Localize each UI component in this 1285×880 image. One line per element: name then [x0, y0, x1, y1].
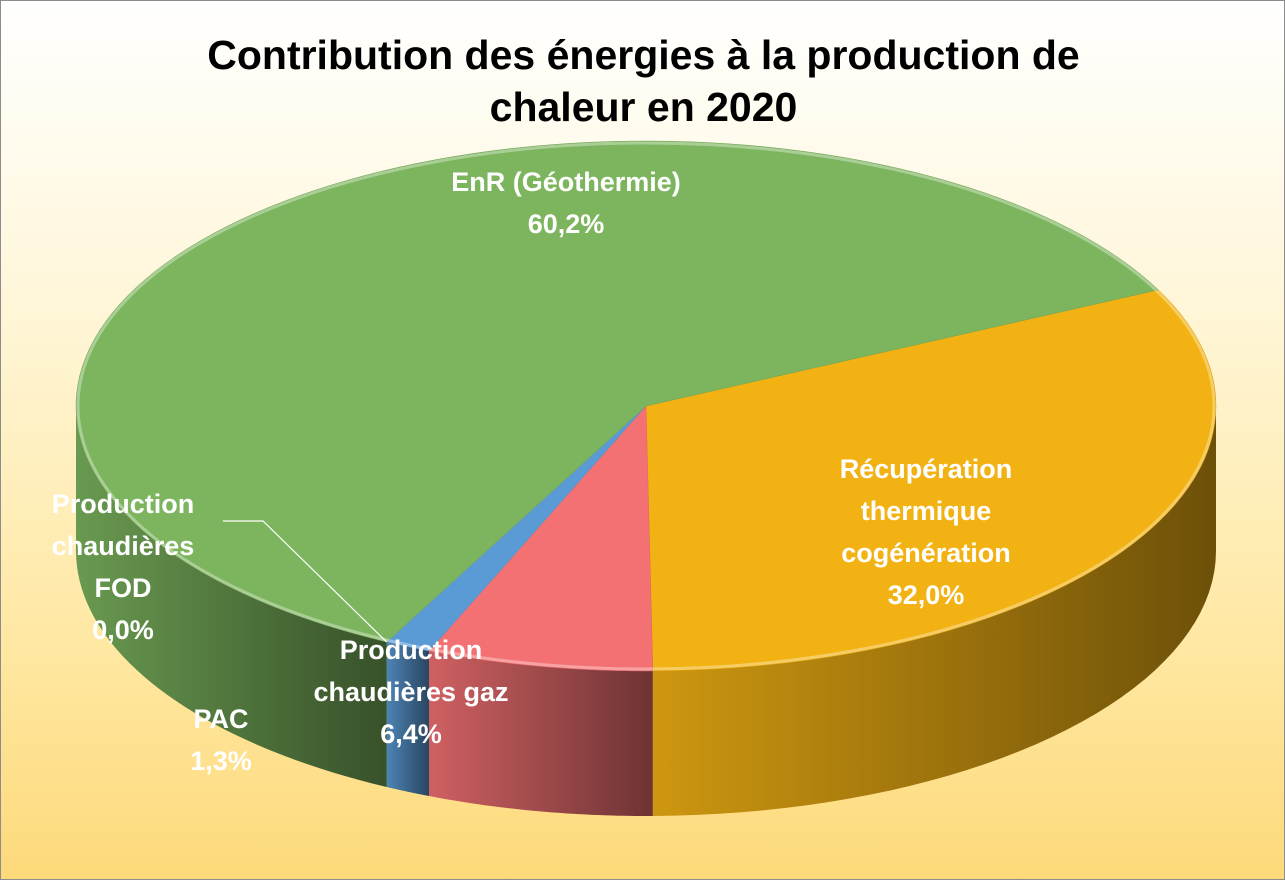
slice-side	[386, 641, 429, 797]
value-label: 60,2%	[527, 209, 605, 239]
data-label: PAC 1,3%	[176, 698, 266, 782]
slice-side	[76, 406, 387, 787]
chart-title: Contribution des énergies à la productio…	[207, 32, 1080, 130]
category-label: Production chaudières gaz	[313, 635, 509, 707]
value-label: 6,4%	[380, 719, 442, 749]
category-label: Production chaudières FOD	[51, 489, 195, 603]
slice	[428, 405, 654, 672]
slice-side	[428, 651, 653, 816]
data-label: Récupération thermique cogénération 32,0%	[806, 448, 1046, 616]
category-label: Récupération thermique cogénération	[839, 454, 1013, 568]
leader-line	[223, 520, 388, 643]
value-label: 32,0%	[887, 580, 965, 610]
value-label: 1,3%	[190, 746, 252, 776]
slice-side	[652, 406, 1216, 816]
category-label: EnR (Géothermie)	[451, 167, 681, 197]
category-label: PAC	[193, 704, 249, 734]
value-label: 0,0%	[92, 615, 154, 645]
slice	[645, 289, 1217, 672]
data-label: Production chaudières FOD 0,0%	[23, 483, 223, 651]
data-label: Production chaudières gaz 6,4%	[276, 629, 546, 755]
rim-highlight	[76, 141, 1216, 671]
data-label: EnR (Géothermie) 60,2%	[446, 161, 686, 245]
slice	[75, 140, 1159, 643]
